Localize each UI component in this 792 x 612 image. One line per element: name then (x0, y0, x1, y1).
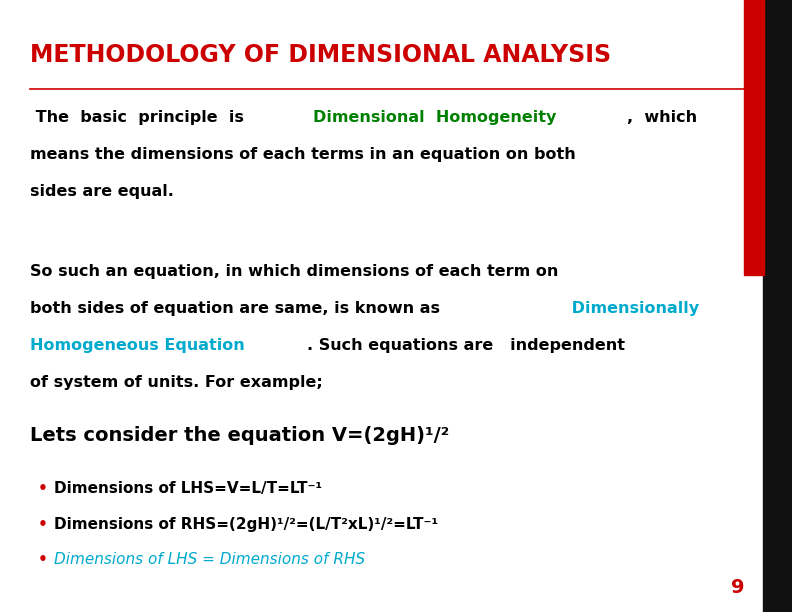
Text: sides are equal.: sides are equal. (30, 184, 174, 199)
Text: •: • (38, 481, 48, 496)
Text: •: • (38, 517, 48, 532)
Text: of system of units. For example;: of system of units. For example; (30, 375, 323, 390)
Text: Dimensional  Homogeneity: Dimensional Homogeneity (314, 110, 557, 125)
Text: Homogeneous Equation: Homogeneous Equation (30, 338, 245, 353)
Text: The  basic  principle  is: The basic principle is (30, 110, 249, 125)
Text: So such an equation, in which dimensions of each term on: So such an equation, in which dimensions… (30, 264, 558, 280)
Text: •: • (38, 552, 48, 567)
Text: Lets consider the equation V=(2gH)¹/²: Lets consider the equation V=(2gH)¹/² (30, 426, 449, 445)
Text: ,  which: , which (627, 110, 698, 125)
Text: Dimensionally: Dimensionally (566, 301, 699, 316)
Bar (744, 0, 764, 275)
Text: Dimensions of LHS = Dimensions of RHS: Dimensions of LHS = Dimensions of RHS (54, 552, 365, 567)
Text: means the dimensions of each terms in an equation on both: means the dimensions of each terms in an… (30, 147, 576, 162)
Text: 9: 9 (731, 578, 744, 597)
Text: . Such equations are   independent: . Such equations are independent (307, 338, 625, 353)
Text: Dimensions of RHS=(2gH)¹/²=(L/T²xL)¹/²=LT⁻¹: Dimensions of RHS=(2gH)¹/²=(L/T²xL)¹/²=L… (54, 517, 438, 532)
Text: METHODOLOGY OF DIMENSIONAL ANALYSIS: METHODOLOGY OF DIMENSIONAL ANALYSIS (30, 43, 611, 67)
Text: Dimensions of LHS=V=L/T=LT⁻¹: Dimensions of LHS=V=L/T=LT⁻¹ (54, 481, 322, 496)
Text: both sides of equation are same, is known as: both sides of equation are same, is know… (30, 301, 446, 316)
Bar (763, 0, 792, 612)
